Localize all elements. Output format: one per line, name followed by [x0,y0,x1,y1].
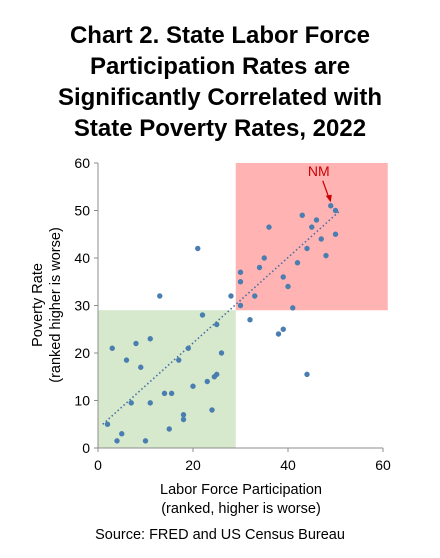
data-point [204,378,210,385]
data-point [237,302,244,309]
data-point [133,340,139,347]
data-point [256,264,263,271]
x-tick-label: 0 [94,457,102,473]
x-tick-label: 20 [185,457,201,473]
data-point [168,390,175,397]
data-point [214,371,220,378]
x-axis-title-line-1: Labor Force Participation [160,482,322,498]
data-point [214,321,220,328]
data-points [104,203,339,444]
data-point [218,350,225,356]
y-tick-label: 0 [82,440,90,456]
data-point [176,357,182,363]
data-point [266,224,272,230]
data-point [180,416,187,423]
axes: 0 20 40 60 0 10 20 30 40 50 60 [74,155,391,473]
data-point [313,217,320,223]
data-point [309,224,315,230]
data-point [114,438,120,444]
data-point [275,331,282,337]
data-point [294,260,301,266]
data-point [280,326,286,332]
y-tick-label: 50 [74,203,90,219]
data-point [237,269,244,275]
data-point [299,212,305,218]
data-point [290,305,296,311]
data-point [104,421,111,427]
data-point [332,231,339,237]
data-point [304,371,310,378]
data-point [109,345,115,351]
chart-title: Chart 2. State Labor Force Participation… [0,20,440,144]
data-point [247,317,253,323]
y-tick-label: 10 [74,393,90,409]
x-tick-label: 40 [280,457,296,473]
y-axis-title-line-1: Poverty Rate [30,263,46,347]
y-tick-label: 30 [74,298,90,314]
data-point [280,274,286,280]
data-point [304,245,310,252]
region-low-low [98,310,236,448]
data-point [142,438,149,444]
chart-title-line-1: Chart 2. State Labor Force [69,22,371,49]
y-tick-label: 60 [74,155,90,171]
chart-title-line-3: Significantly Correlated with [57,84,383,111]
data-point [147,400,153,406]
annotation-group: NM [308,163,332,203]
data-point [318,236,324,242]
data-point [180,412,187,418]
data-point [166,426,172,432]
trendline [102,209,341,425]
source-note: Source: FRED and US Census Bureau [95,527,345,543]
data-point [328,203,334,209]
x-tick-label: 60 [375,457,391,473]
y-axis-title-line-2: (ranked higher is worse) [48,227,64,383]
data-point [123,357,130,363]
trendline-group [102,209,341,425]
data-point [261,255,267,261]
chart-title-line-4: State Poverty Rates, 2022 [73,115,367,142]
chart-title-line-2: Participation Rates are [89,53,351,80]
data-point [285,283,291,290]
y-tick-label: 40 [74,250,90,266]
data-point [185,345,191,351]
annotation-arrowhead [325,194,332,203]
data-point [161,390,168,397]
data-point [147,336,153,342]
data-point [332,207,339,214]
data-point [228,293,234,299]
data-point [209,407,215,413]
data-point [199,312,206,318]
annotation-label: NM [308,163,330,179]
data-point [190,383,196,389]
data-point [252,293,258,299]
x-axis-title-line-2: (ranked, higher is worse) [161,501,321,517]
data-point [323,252,329,259]
data-point [128,400,134,406]
y-tick-label: 20 [74,345,90,361]
data-point [195,245,201,252]
data-point [119,431,125,437]
data-point [138,364,144,370]
data-point [157,293,163,299]
data-point [237,279,244,285]
